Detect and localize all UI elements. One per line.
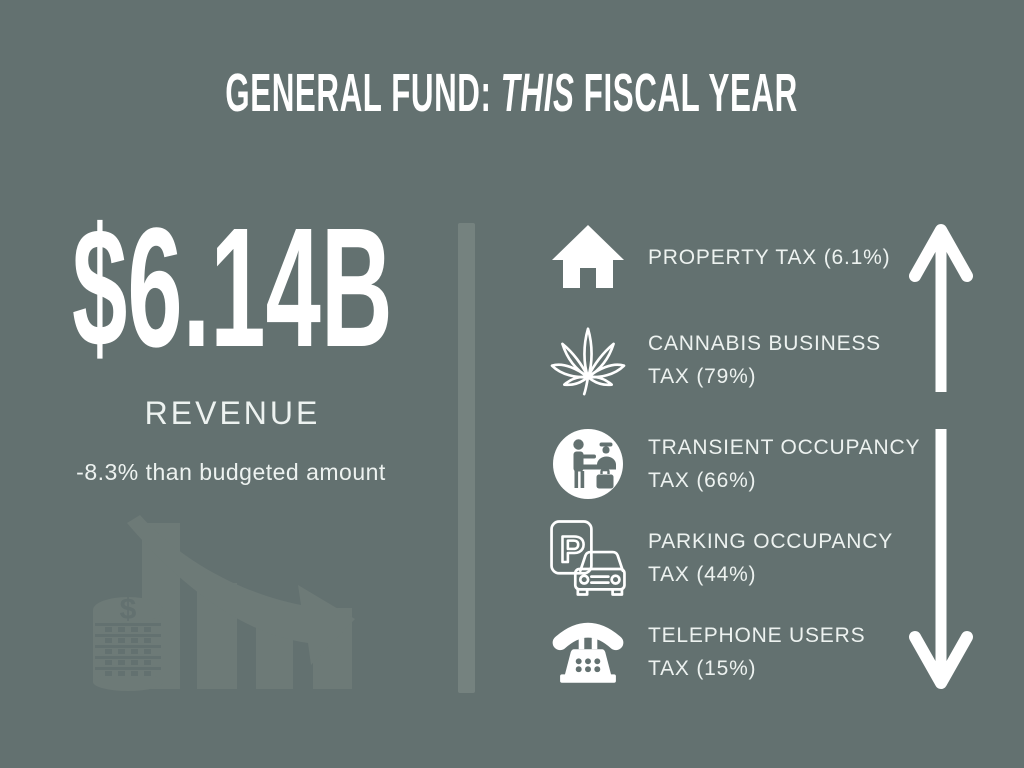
tax-row-cannabis: CANNABIS BUSINESS TAX (79%) [548,326,881,396]
title-emphasis: THIS [501,63,575,123]
svg-text:P: P [560,528,585,570]
telephone-icon [552,622,624,683]
title-suffix: FISCAL YEAR [574,63,799,123]
parking-car-icon: P [550,520,626,596]
tax-label: PARKING OCCUPANCY [648,530,894,553]
cannabis-leaf-icon [550,327,626,396]
tax-label: TAX (79%) [648,365,757,388]
tax-label: TAX (66%) [648,469,757,492]
tax-label: TAX (15%) [648,657,757,680]
title-prefix: GENERAL FUND: [225,63,502,123]
tax-label: TRANSIENT OCCUPANCY [648,436,921,459]
tax-label: PROPERTY TAX (6.1%) [648,245,891,269]
increase-arrow-icon [909,224,973,392]
tax-label: TAX (44%) [648,563,757,586]
tax-label: TELEPHONE USERS [648,624,866,647]
revenue-amount: $6.14B [72,193,393,383]
svg-text:$: $ [120,593,137,626]
tax-row-parking: P PARKING OCCUPANCY TAX (44%) [548,520,894,596]
vertical-divider [458,223,475,693]
tax-label: CANNABIS BUSINESS [648,332,881,355]
decrease-arrow-icon [909,429,973,689]
tax-row-transient: TRANSIENT OCCUPANCY TAX (66%) [548,428,920,500]
revenue-vs-budget-note: -8.3% than budgeted amount [76,459,386,485]
revenue-label: REVENUE [144,395,321,431]
house-icon [552,225,624,288]
hotel-checkin-icon [553,429,623,499]
tax-row-telephone: TELEPHONE USERS TAX (15%) [548,616,865,688]
page-title: GENERAL FUND: THIS FISCAL YEAR [0,66,1024,120]
tax-row-property: PROPERTY TAX (6.1%) [548,222,890,292]
declining-revenue-watermark-icon: $ [93,515,355,691]
